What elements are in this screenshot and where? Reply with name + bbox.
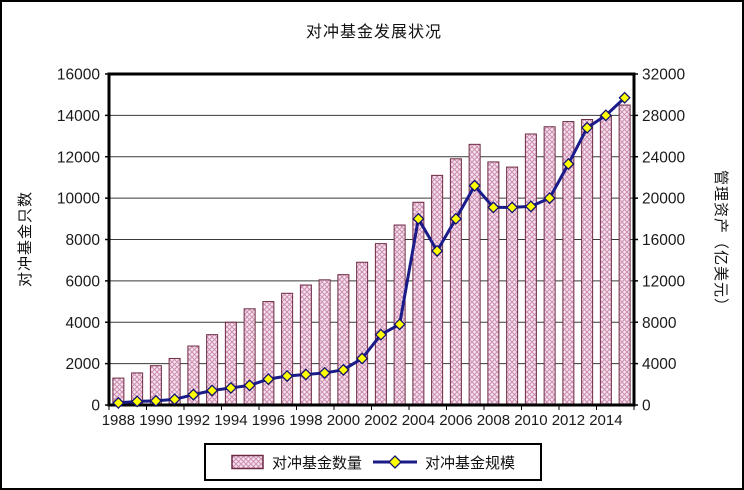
diamond-marker-1998 (299, 368, 312, 381)
bar-2011 (543, 126, 556, 406)
left-axis-tick-label: 14000 (57, 108, 100, 125)
diamond-marker-2001 (356, 352, 369, 365)
bar-1997 (281, 292, 294, 406)
diamond-marker-1991 (168, 393, 181, 406)
bar-2005 (431, 174, 444, 406)
right-axis-tick-label: 28000 (642, 108, 685, 125)
left-axis-tick-label: 12000 (57, 149, 100, 166)
diamond-marker-1999 (318, 366, 331, 380)
x-axis-tick-label: 2012 (552, 412, 585, 429)
right-axis-tick-label: 4000 (642, 356, 677, 373)
diamond-marker-2007 (468, 179, 481, 192)
right-axis-tick-label: 24000 (642, 149, 685, 166)
bar-2008 (487, 161, 500, 406)
diamond-marker-2009 (506, 201, 519, 214)
right-axis-tick-label: 12000 (642, 273, 685, 290)
chart-title: 对冲基金发展状况 (305, 24, 442, 41)
bar-1999 (318, 279, 331, 406)
diamond-marker-1994 (224, 381, 237, 395)
diamond-marker-2000 (337, 363, 350, 376)
legend-line-label: 对冲基金规模 (425, 455, 516, 472)
diamond-marker-1995 (243, 379, 256, 392)
diamond-marker-1990 (149, 394, 162, 407)
right-axis-tick-label: 20000 (642, 191, 685, 208)
bar-2000 (337, 274, 350, 406)
x-axis-tick-label: 1988 (102, 412, 135, 429)
diamond-marker-1996 (262, 373, 275, 386)
diamond-marker-2003 (393, 318, 406, 331)
left-axis-tick-label: 2000 (66, 356, 101, 373)
x-axis-tick-label: 2004 (402, 412, 435, 429)
bar-2010 (524, 133, 537, 406)
bar-2014 (599, 115, 612, 406)
right-axis-tick-label: 0 (642, 398, 651, 415)
bar-2001 (356, 261, 369, 406)
diamond-marker-1992 (187, 388, 200, 401)
bar-2015 (618, 104, 631, 406)
bar-1998 (299, 284, 312, 406)
right-axis-tick-label: 32000 (642, 67, 685, 84)
right-axis-tick-label: 16000 (642, 232, 685, 249)
diamond-marker-2010 (524, 200, 537, 213)
diamond-marker-1988 (112, 396, 125, 410)
diamond-marker-2002 (374, 328, 387, 341)
x-axis-tick-label: 2008 (477, 412, 510, 429)
legend-entry-line: 对冲基金规模 (372, 452, 515, 473)
x-axis-tick-label: 1994 (214, 412, 247, 429)
left-axis-tick-label: 6000 (66, 273, 101, 290)
bar-2002 (374, 243, 387, 406)
legend-entry-bars: 对冲基金数量 (231, 452, 362, 473)
diamond-marker-2014 (599, 109, 612, 122)
diamond-marker-2004 (412, 212, 425, 225)
diamond-marker-2005 (431, 244, 444, 257)
x-axis-tick-label: 1998 (289, 412, 322, 429)
diamond-marker-1997 (281, 369, 294, 383)
bar-2003 (393, 224, 406, 406)
bar-1996 (262, 301, 275, 406)
x-axis-tick-label: 1990 (139, 412, 172, 429)
x-axis-tick-label: 2010 (514, 412, 547, 429)
x-axis-tick-label: 2000 (327, 412, 360, 429)
x-axis-tick-label: 2002 (364, 412, 397, 429)
x-axis-tick-label: 2014 (589, 412, 622, 429)
diamond-marker-1989 (131, 395, 144, 408)
diamond-marker-2008 (487, 201, 500, 214)
diamond-marker-2013 (581, 121, 594, 134)
bar-2006 (449, 158, 462, 406)
line-series (118, 96, 626, 405)
left-axis-tick-label: 10000 (57, 191, 100, 208)
x-axis-tick-label: 2006 (439, 412, 472, 429)
legend-bar-label: 对冲基金数量 (271, 455, 362, 472)
x-axis-tick-label: 1996 (252, 412, 285, 429)
left-axis-tick-label: 4000 (66, 315, 101, 332)
left-axis-tick-label: 0 (91, 398, 100, 415)
bar-2013 (581, 119, 594, 406)
x-axis-tick-label: 1992 (177, 412, 210, 429)
left-axis-tick-label: 16000 (57, 67, 100, 84)
legend-bar-swatch-icon (231, 454, 264, 470)
diamond-marker-1993 (206, 384, 219, 397)
diamond-marker-2011 (543, 192, 556, 205)
diamond-marker-2006 (449, 212, 462, 225)
legend: 对冲基金数量 对冲基金规模 (204, 443, 542, 481)
diamond-marker-2012 (562, 157, 575, 171)
diamond-marker-2015 (618, 91, 631, 104)
left-axis-tick-label: 8000 (66, 232, 101, 249)
legend-line-swatch-icon (373, 455, 417, 469)
right-axis-tick-label: 8000 (642, 315, 677, 332)
